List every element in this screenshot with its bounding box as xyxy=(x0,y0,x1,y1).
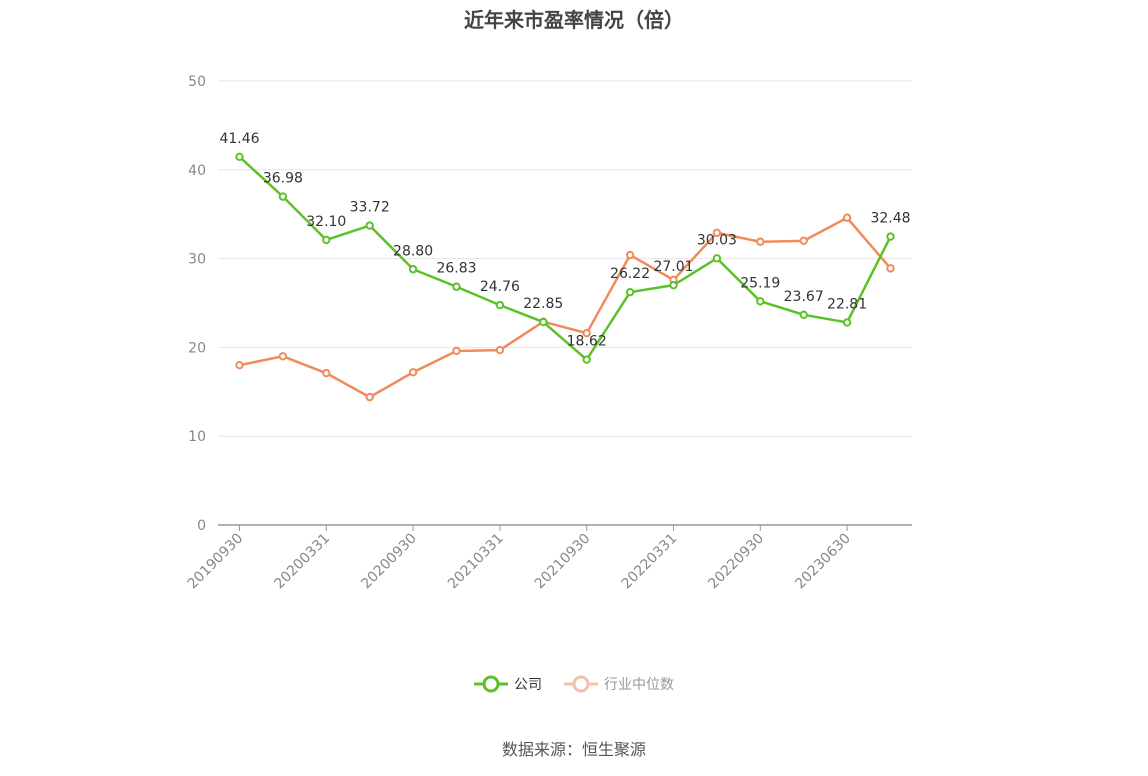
data-point-industry xyxy=(842,213,852,222)
series-line-industry xyxy=(239,216,892,399)
x-tick-label: 20210331 xyxy=(445,531,507,593)
x-tick-label: 20190930 xyxy=(185,531,247,593)
data-point-company xyxy=(625,287,635,297)
y-tick-label: 50 xyxy=(188,74,206,90)
data-point-company xyxy=(365,221,374,230)
data-point-company xyxy=(495,300,505,310)
data-point-company xyxy=(799,310,808,320)
data-label-company: 33.72 xyxy=(350,200,390,216)
data-point-company xyxy=(278,192,288,201)
legend-industry-marker-icon xyxy=(564,675,598,693)
data-label-company: 28.80 xyxy=(393,243,433,259)
y-tick-label: 30 xyxy=(188,252,206,268)
legend-item-company[interactable]: 公司 xyxy=(474,674,542,694)
data-point-industry xyxy=(278,352,288,361)
legend-company-marker-icon xyxy=(474,675,508,693)
data-label-company: 25.19 xyxy=(740,275,780,291)
series-lines xyxy=(235,152,895,402)
data-point-industry xyxy=(408,368,418,377)
grid-lines xyxy=(218,80,912,437)
data-point-company xyxy=(452,282,461,291)
legend-company-label: 公司 xyxy=(514,677,542,693)
data-label-company: 32.10 xyxy=(306,214,346,230)
data-point-industry xyxy=(799,236,808,246)
x-tick-label: 20200331 xyxy=(271,531,333,593)
data-point-industry xyxy=(452,346,461,356)
data-point-company xyxy=(322,235,331,245)
data-point-industry xyxy=(582,328,591,338)
data-point-industry xyxy=(625,250,635,260)
data-point-company xyxy=(582,355,591,364)
data-label-company: 36.98 xyxy=(263,171,303,187)
data-point-industry xyxy=(322,368,331,378)
legend: 公司 行业中位数 xyxy=(0,674,1148,694)
legend-industry-label: 行业中位数 xyxy=(604,677,674,693)
data-point-company xyxy=(842,318,852,327)
data-label-company: 26.22 xyxy=(610,266,650,282)
legend-item-industry[interactable]: 行业中位数 xyxy=(564,674,674,694)
data-label-company: 22.81 xyxy=(827,296,867,312)
data-point-industry xyxy=(235,360,244,370)
data-labels: 41.46 36.98 32.1033.72 28.8026.8324.7622.85… xyxy=(219,131,910,350)
data-label-company: 23.67 xyxy=(784,289,824,305)
data-point-industry xyxy=(712,228,722,238)
x-tick-label: 20230630 xyxy=(792,531,854,593)
x-tick-label: 20220331 xyxy=(619,531,681,593)
y-tick-label: 0 xyxy=(197,518,206,534)
data-point-company xyxy=(408,265,418,274)
chart-title: 近年来市盈率情况（倍） xyxy=(464,8,684,32)
y-tick-label: 20 xyxy=(188,340,206,356)
y-tick-label: 10 xyxy=(188,429,206,445)
data-point-industry xyxy=(495,345,505,355)
data-label-company: 18.62 xyxy=(567,334,607,350)
data-point-company xyxy=(539,317,548,327)
x-tick-label: 20220930 xyxy=(705,531,767,593)
data-label-company: 24.76 xyxy=(480,279,520,295)
data-point-company xyxy=(669,280,678,290)
data-label-company: 32.48 xyxy=(870,211,910,227)
x-axis-ticks: 20190930 20200331 20200930 20210331 20210930… xyxy=(185,525,854,592)
x-tick-label: 20200930 xyxy=(358,531,420,593)
data-label-company: 41.46 xyxy=(219,131,259,147)
data-point-industry xyxy=(756,237,765,246)
data-point-company xyxy=(886,232,895,241)
x-tick-label: 20210930 xyxy=(532,531,594,593)
y-axis-ticks: 0 10 20 30 40 50 xyxy=(188,74,206,534)
data-label-company: 26.83 xyxy=(436,261,476,277)
data-label-company: 27.01 xyxy=(653,259,693,275)
data-label-company: 30.03 xyxy=(697,232,737,248)
series-line-company xyxy=(238,155,892,361)
data-source-note: 数据来源：恒生聚源 xyxy=(501,740,646,759)
data-point-company xyxy=(756,297,765,306)
data-label-company: 22.85 xyxy=(523,296,563,312)
data-point-industry xyxy=(365,392,374,402)
data-point-industry xyxy=(886,264,895,273)
y-tick-label: 40 xyxy=(188,163,206,179)
data-point-company xyxy=(235,152,244,162)
data-point-company xyxy=(712,254,722,263)
